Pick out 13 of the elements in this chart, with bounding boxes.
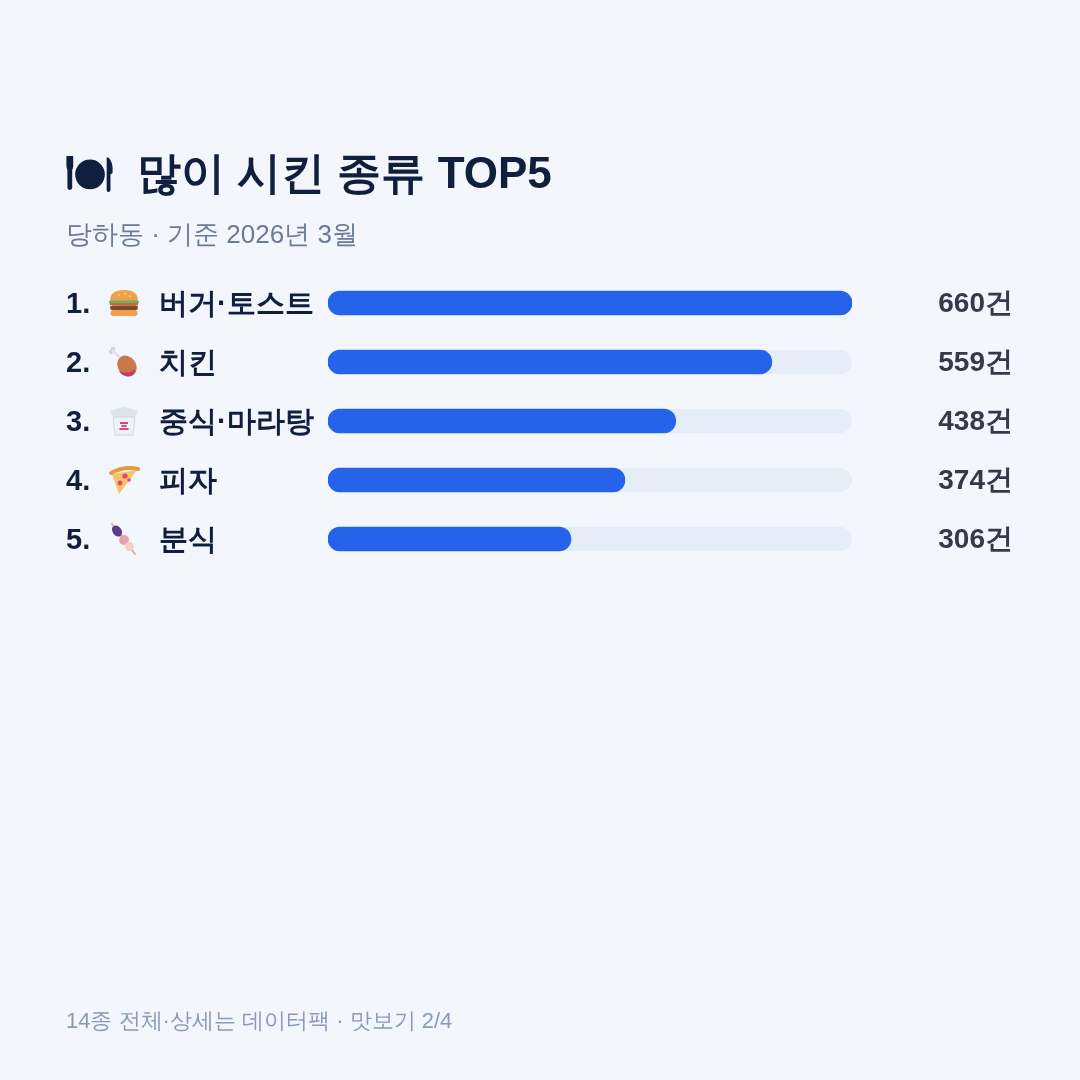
data-label: 306건 [938,522,1013,554]
data-label: 438건 [938,404,1013,436]
category-label: 2. 치킨 [66,346,217,378]
chart-subtitle: 당하동 · 기준 2026년 3월 [66,218,358,251]
text: 14종 전체·상세는 데이터팩 · 맛보기 2/4 [66,1007,453,1035]
category-label: 4. 피자 [66,464,217,496]
data-label: 374건 [938,463,1013,495]
category-label: 3. 중식·마라탕 [66,405,314,437]
data-label: 660건 [938,286,1013,318]
data-label: 559건 [938,345,1013,377]
category-label: 5. 분식 [66,523,217,555]
category-label: 1. 버거·토스트 [66,287,314,319]
chart-title: 많이 시킨 종류 TOP5 [137,147,552,199]
